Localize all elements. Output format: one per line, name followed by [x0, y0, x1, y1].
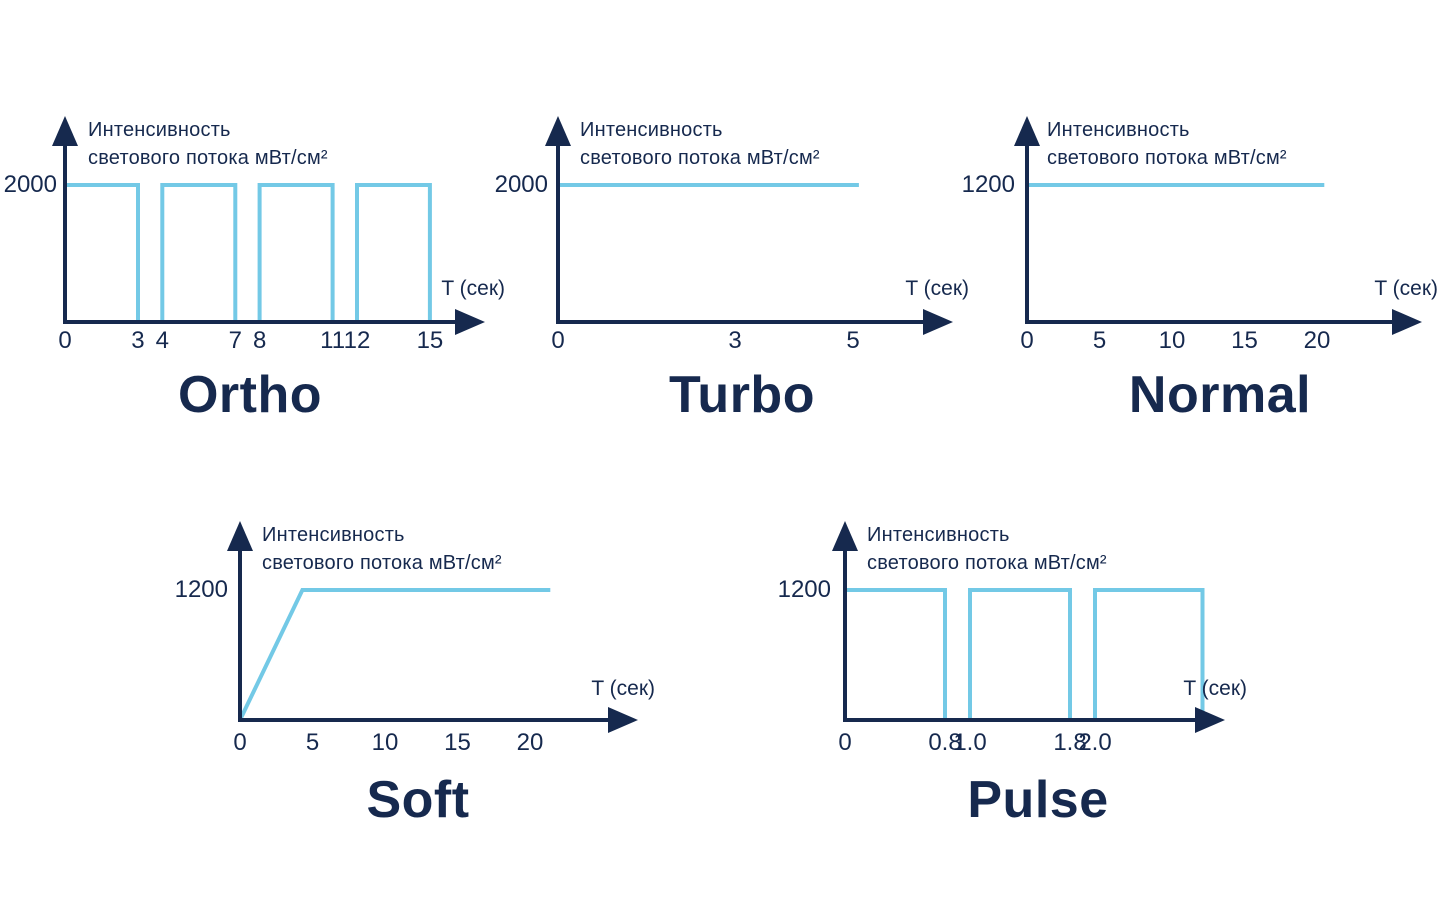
y-axis-title-line1: Интенсивность	[88, 119, 231, 141]
chart-title: Ortho	[177, 366, 323, 424]
x-axis-title: T (сек)	[905, 277, 969, 300]
y-axis-title-line2: светового потока мВт/см²	[1047, 147, 1287, 169]
intensity-line	[968, 588, 1072, 720]
x-tick-label: 20	[1303, 327, 1331, 354]
x-tick-label: 3	[728, 327, 742, 354]
x-tick-label: 0.8	[928, 729, 962, 756]
intensity-line	[257, 183, 335, 322]
y-level-label: 2000	[3, 171, 57, 198]
x-tick-label: 2.0	[1078, 729, 1112, 756]
chart-title: Pulse	[967, 771, 1109, 829]
x-axis-arrow-icon	[608, 707, 638, 733]
x-tick-label: 1.0	[953, 729, 987, 756]
x-axis-title: T (сек)	[1183, 677, 1247, 700]
x-tick-label: 10	[1158, 327, 1186, 354]
y-axis-arrow-icon	[545, 116, 571, 146]
x-tick-label: 4	[155, 327, 169, 354]
x-tick-label: 0	[233, 729, 247, 756]
intensity-line	[1093, 588, 1205, 720]
x-tick-label: 20	[516, 729, 544, 756]
intensity-line	[238, 588, 551, 721]
x-axis-arrow-icon	[455, 309, 485, 335]
chart-title: Turbo	[669, 366, 815, 424]
x-tick-label: 0	[838, 729, 852, 756]
x-tick-label: 10	[371, 729, 399, 756]
x-axis-title: T (сек)	[591, 677, 655, 700]
x-tick-label: 5	[846, 327, 860, 354]
y-axis-title-line1: Интенсивность	[262, 524, 405, 546]
chart-pulse	[832, 521, 1225, 733]
x-tick-label: 5	[305, 729, 320, 756]
y-level-label: 2000	[494, 171, 548, 198]
x-axis-arrow-icon	[923, 309, 953, 335]
intensity-line	[843, 588, 947, 720]
y-axis-arrow-icon	[227, 521, 253, 551]
x-tick-label: 0	[58, 327, 72, 354]
x-axis-title: T (сек)	[441, 277, 505, 300]
y-axis-title-line2: светового потока мВт/см²	[262, 552, 502, 574]
y-axis-arrow-icon	[1014, 116, 1040, 146]
x-tick-label: 12	[343, 327, 371, 354]
x-tick-label: 0	[1020, 327, 1034, 354]
y-axis-arrow-icon	[52, 116, 78, 146]
x-axis-arrow-icon	[1195, 707, 1225, 733]
x-tick-label: 7	[228, 327, 242, 354]
y-axis-title-line1: Интенсивность	[1047, 119, 1190, 141]
chart-soft	[227, 521, 638, 733]
y-level-label: 1200	[961, 171, 1015, 198]
x-tick-label: 11	[320, 327, 346, 354]
x-tick-label: 8	[252, 327, 267, 354]
y-level-label: 1200	[777, 576, 831, 603]
chart-title: Soft	[366, 771, 470, 829]
chart-title: Normal	[1128, 366, 1312, 424]
chart-normal	[1014, 116, 1422, 335]
x-tick-label: 0	[551, 327, 565, 354]
x-tick-label: 15	[1231, 327, 1258, 354]
x-tick-label: 1.8	[1053, 729, 1087, 756]
x-axis-arrow-icon	[1392, 309, 1422, 335]
x-axis-title: T (сек)	[1374, 277, 1438, 300]
chart-ortho	[52, 116, 485, 335]
x-tick-label: 5	[1092, 327, 1107, 354]
y-axis-title-line2: светового потока мВт/см²	[580, 147, 820, 169]
x-tick-label: 15	[416, 327, 444, 354]
y-axis-title-line2: светового потока мВт/см²	[88, 147, 328, 169]
intensity-line	[160, 183, 238, 322]
x-tick-label: 3	[131, 327, 145, 354]
y-axis-title-line2: светового потока мВт/см²	[867, 552, 1107, 574]
x-tick-label: 15	[444, 729, 471, 756]
y-axis-title-line1: Интенсивность	[867, 524, 1010, 546]
intensity-line	[63, 183, 140, 322]
y-level-label: 1200	[174, 576, 228, 603]
y-axis-title-line1: Интенсивность	[580, 119, 723, 141]
intensity-line	[355, 183, 432, 322]
chart-turbo	[545, 116, 953, 335]
y-axis-arrow-icon	[832, 521, 858, 551]
